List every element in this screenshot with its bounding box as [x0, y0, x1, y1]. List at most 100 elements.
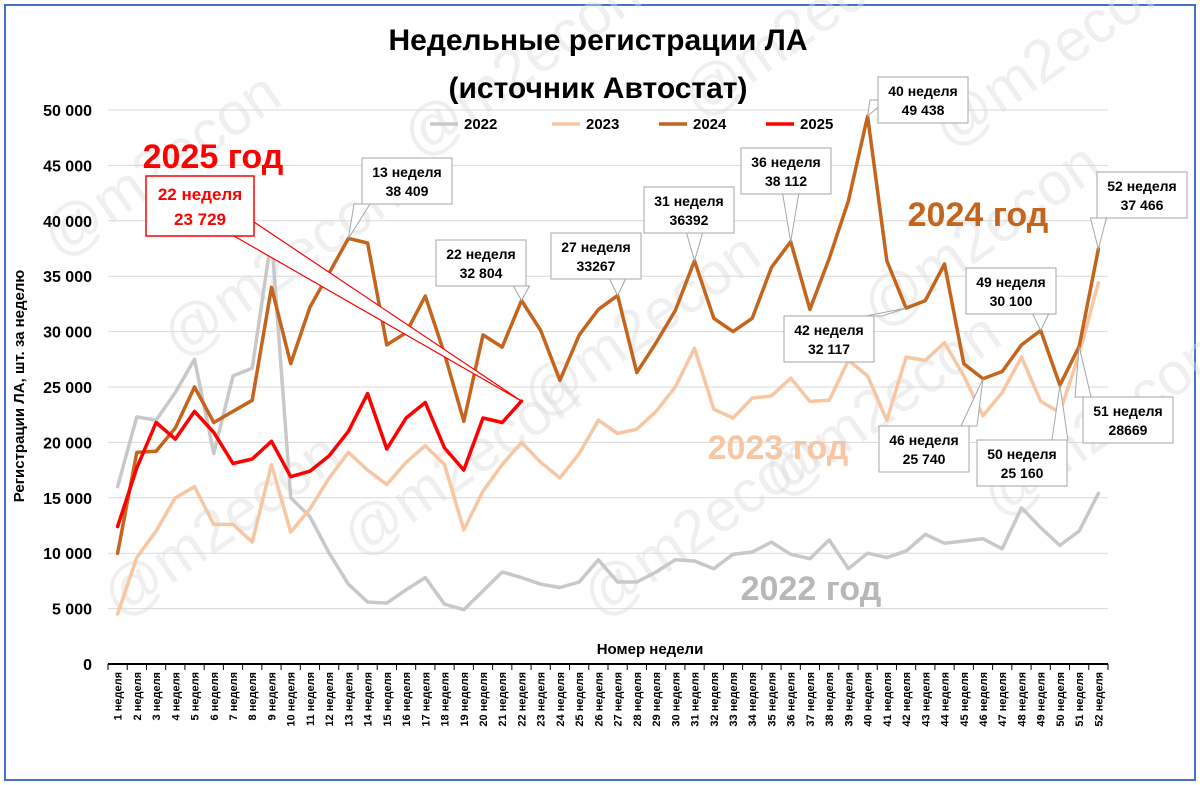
x-tick-label: 2 неделя — [132, 672, 144, 720]
x-tick-label: 29 неделя — [651, 672, 663, 727]
x-tick-label: 42 неделя — [901, 672, 913, 727]
x-tick-label: 3 неделя — [151, 672, 163, 720]
x-tick-label: 21 неделя — [497, 672, 509, 727]
x-tick-label: 23 неделя — [536, 672, 548, 727]
y-tick-label: 5 000 — [52, 602, 92, 619]
callout-box-52 — [1096, 171, 1188, 219]
x-tick-label: 5 неделя — [190, 672, 202, 720]
x-tick-label: 30 неделя — [670, 672, 682, 727]
x-tick-label: 22 неделя — [516, 672, 528, 727]
x-tick-label: 12 неделя — [324, 672, 336, 727]
x-axis — [107, 663, 1109, 670]
x-axis-label: Номер недели — [597, 641, 704, 658]
callout-week-36: 36 неделя — [751, 154, 820, 170]
callout-box-51 — [1082, 396, 1174, 444]
x-tick-label: 43 неделя — [920, 672, 932, 727]
callout-value-46: 25 740 — [903, 451, 946, 467]
callout-value-40: 49 438 — [902, 102, 945, 118]
x-tick-label: 46 неделя — [978, 672, 990, 727]
x-tick-label: 19 неделя — [459, 672, 471, 727]
x-tick-label: 18 неделя — [440, 672, 452, 727]
x-tick-label: 14 неделя — [363, 672, 375, 727]
callout-value-50: 25 160 — [1001, 465, 1044, 481]
series-line-2025 — [115, 391, 524, 529]
highlight-callout-week: 22 неделя — [158, 185, 242, 204]
callout-week-51: 51 неделя — [1093, 403, 1162, 419]
y-tick-label: 35 000 — [43, 269, 92, 286]
chart-subtitle: (источник Автостат) — [448, 72, 747, 105]
x-tick-label: 28 неделя — [632, 672, 644, 727]
x-tick-label: 10 неделя — [286, 672, 298, 727]
highlight-callout-value: 23 729 — [174, 210, 226, 229]
callout-box-27 — [550, 232, 642, 280]
x-tick-label: 49 неделя — [1036, 672, 1048, 727]
callout-pointer-22 — [512, 285, 531, 302]
x-tick-label: 17 неделя — [420, 672, 432, 727]
legend-label-2025: 2025 — [800, 116, 833, 133]
callout-box-36 — [740, 147, 832, 195]
series-line-2022 — [115, 235, 1101, 612]
y-tick-label: 20 000 — [43, 435, 92, 452]
x-tick-label: 25 неделя — [574, 672, 586, 727]
x-tick-label: 48 неделя — [1016, 672, 1028, 727]
series-line-2023 — [115, 281, 1101, 616]
x-tick-label: 13 неделя — [343, 672, 355, 727]
callout-value-52: 37 466 — [1121, 197, 1164, 213]
callout-pointer-27 — [608, 278, 627, 297]
callout-pointer-49 — [1031, 313, 1050, 332]
label-2022: 2022 год — [741, 570, 882, 608]
x-tick-label: 39 неделя — [843, 672, 855, 727]
callout-pointer-52 — [1089, 217, 1108, 251]
chart-title: Недельные регистрации ЛА — [388, 24, 807, 57]
x-tick-label: 45 неделя — [959, 672, 971, 727]
y-tick-label: 15 000 — [43, 491, 92, 508]
legend: 2022 2023 2024 2025 — [430, 116, 833, 133]
x-tick-label: 35 неделя — [766, 672, 778, 727]
x-tick-label: 16 неделя — [401, 672, 413, 727]
callout-value-51: 28669 — [1109, 422, 1148, 438]
callout-value-22: 32 804 — [460, 265, 503, 281]
series-lines — [115, 114, 1101, 616]
callout-box-13 — [361, 157, 453, 205]
callout-week-22: 22 неделя — [446, 246, 515, 262]
callout-week-40: 40 неделя — [888, 83, 957, 99]
legend-label-2023: 2023 — [586, 116, 619, 133]
y-tick-label: 0 — [83, 657, 92, 674]
y-axis-ticks: 0 5 000 10 000 15 000 20 000 25 000 30 000 35 0… — [43, 103, 92, 674]
x-tick-label: 34 неделя — [747, 672, 759, 727]
x-tick-label: 24 неделя — [555, 672, 567, 727]
x-tick-label: 37 неделя — [805, 672, 817, 727]
x-tick-label: 9 неделя — [266, 672, 278, 720]
x-tick-label: 31 неделя — [690, 672, 702, 727]
callout-box-22 — [435, 239, 527, 287]
y-tick-label: 45 000 — [43, 158, 92, 175]
y-tick-label: 10 000 — [43, 546, 92, 563]
label-2023: 2023 год — [708, 429, 849, 467]
x-tick-label: 51 неделя — [1074, 672, 1086, 727]
callout-week-31: 31 неделя — [654, 193, 723, 209]
x-tick-label: 1 неделя — [113, 672, 125, 720]
callout-box-50 — [976, 439, 1068, 487]
x-tick-label: 52 неделя — [1093, 672, 1105, 727]
callout-week-52: 52 неделя — [1107, 178, 1176, 194]
x-tick-label: 15 неделя — [382, 672, 394, 727]
callout-week-49: 49 неделя — [976, 274, 1045, 290]
callout-week-50: 50 неделя — [987, 446, 1056, 462]
callout-week-27: 27 неделя — [561, 239, 630, 255]
x-tick-label: 8 неделя — [247, 672, 259, 720]
callout-value-42: 32 117 — [808, 341, 850, 357]
x-tick-label: 50 неделя — [1055, 672, 1067, 727]
callout-box-40 — [877, 76, 969, 124]
callout-week-13: 13 неделя — [372, 164, 441, 180]
callout-box-31 — [643, 186, 735, 234]
y-tick-label: 25 000 — [43, 380, 92, 397]
legend-label-2024: 2024 — [693, 116, 727, 133]
x-tick-label: 27 неделя — [613, 672, 625, 727]
callout-box-46 — [878, 425, 970, 473]
x-tick-label: 20 неделя — [478, 672, 490, 727]
label-2025: 2025 год — [143, 138, 284, 176]
x-tick-label: 38 неделя — [824, 672, 836, 727]
callout-pointer-36 — [782, 193, 800, 242]
x-tick-label: 33 неделя — [728, 672, 740, 727]
x-tick-label: 11 неделя — [305, 672, 317, 726]
